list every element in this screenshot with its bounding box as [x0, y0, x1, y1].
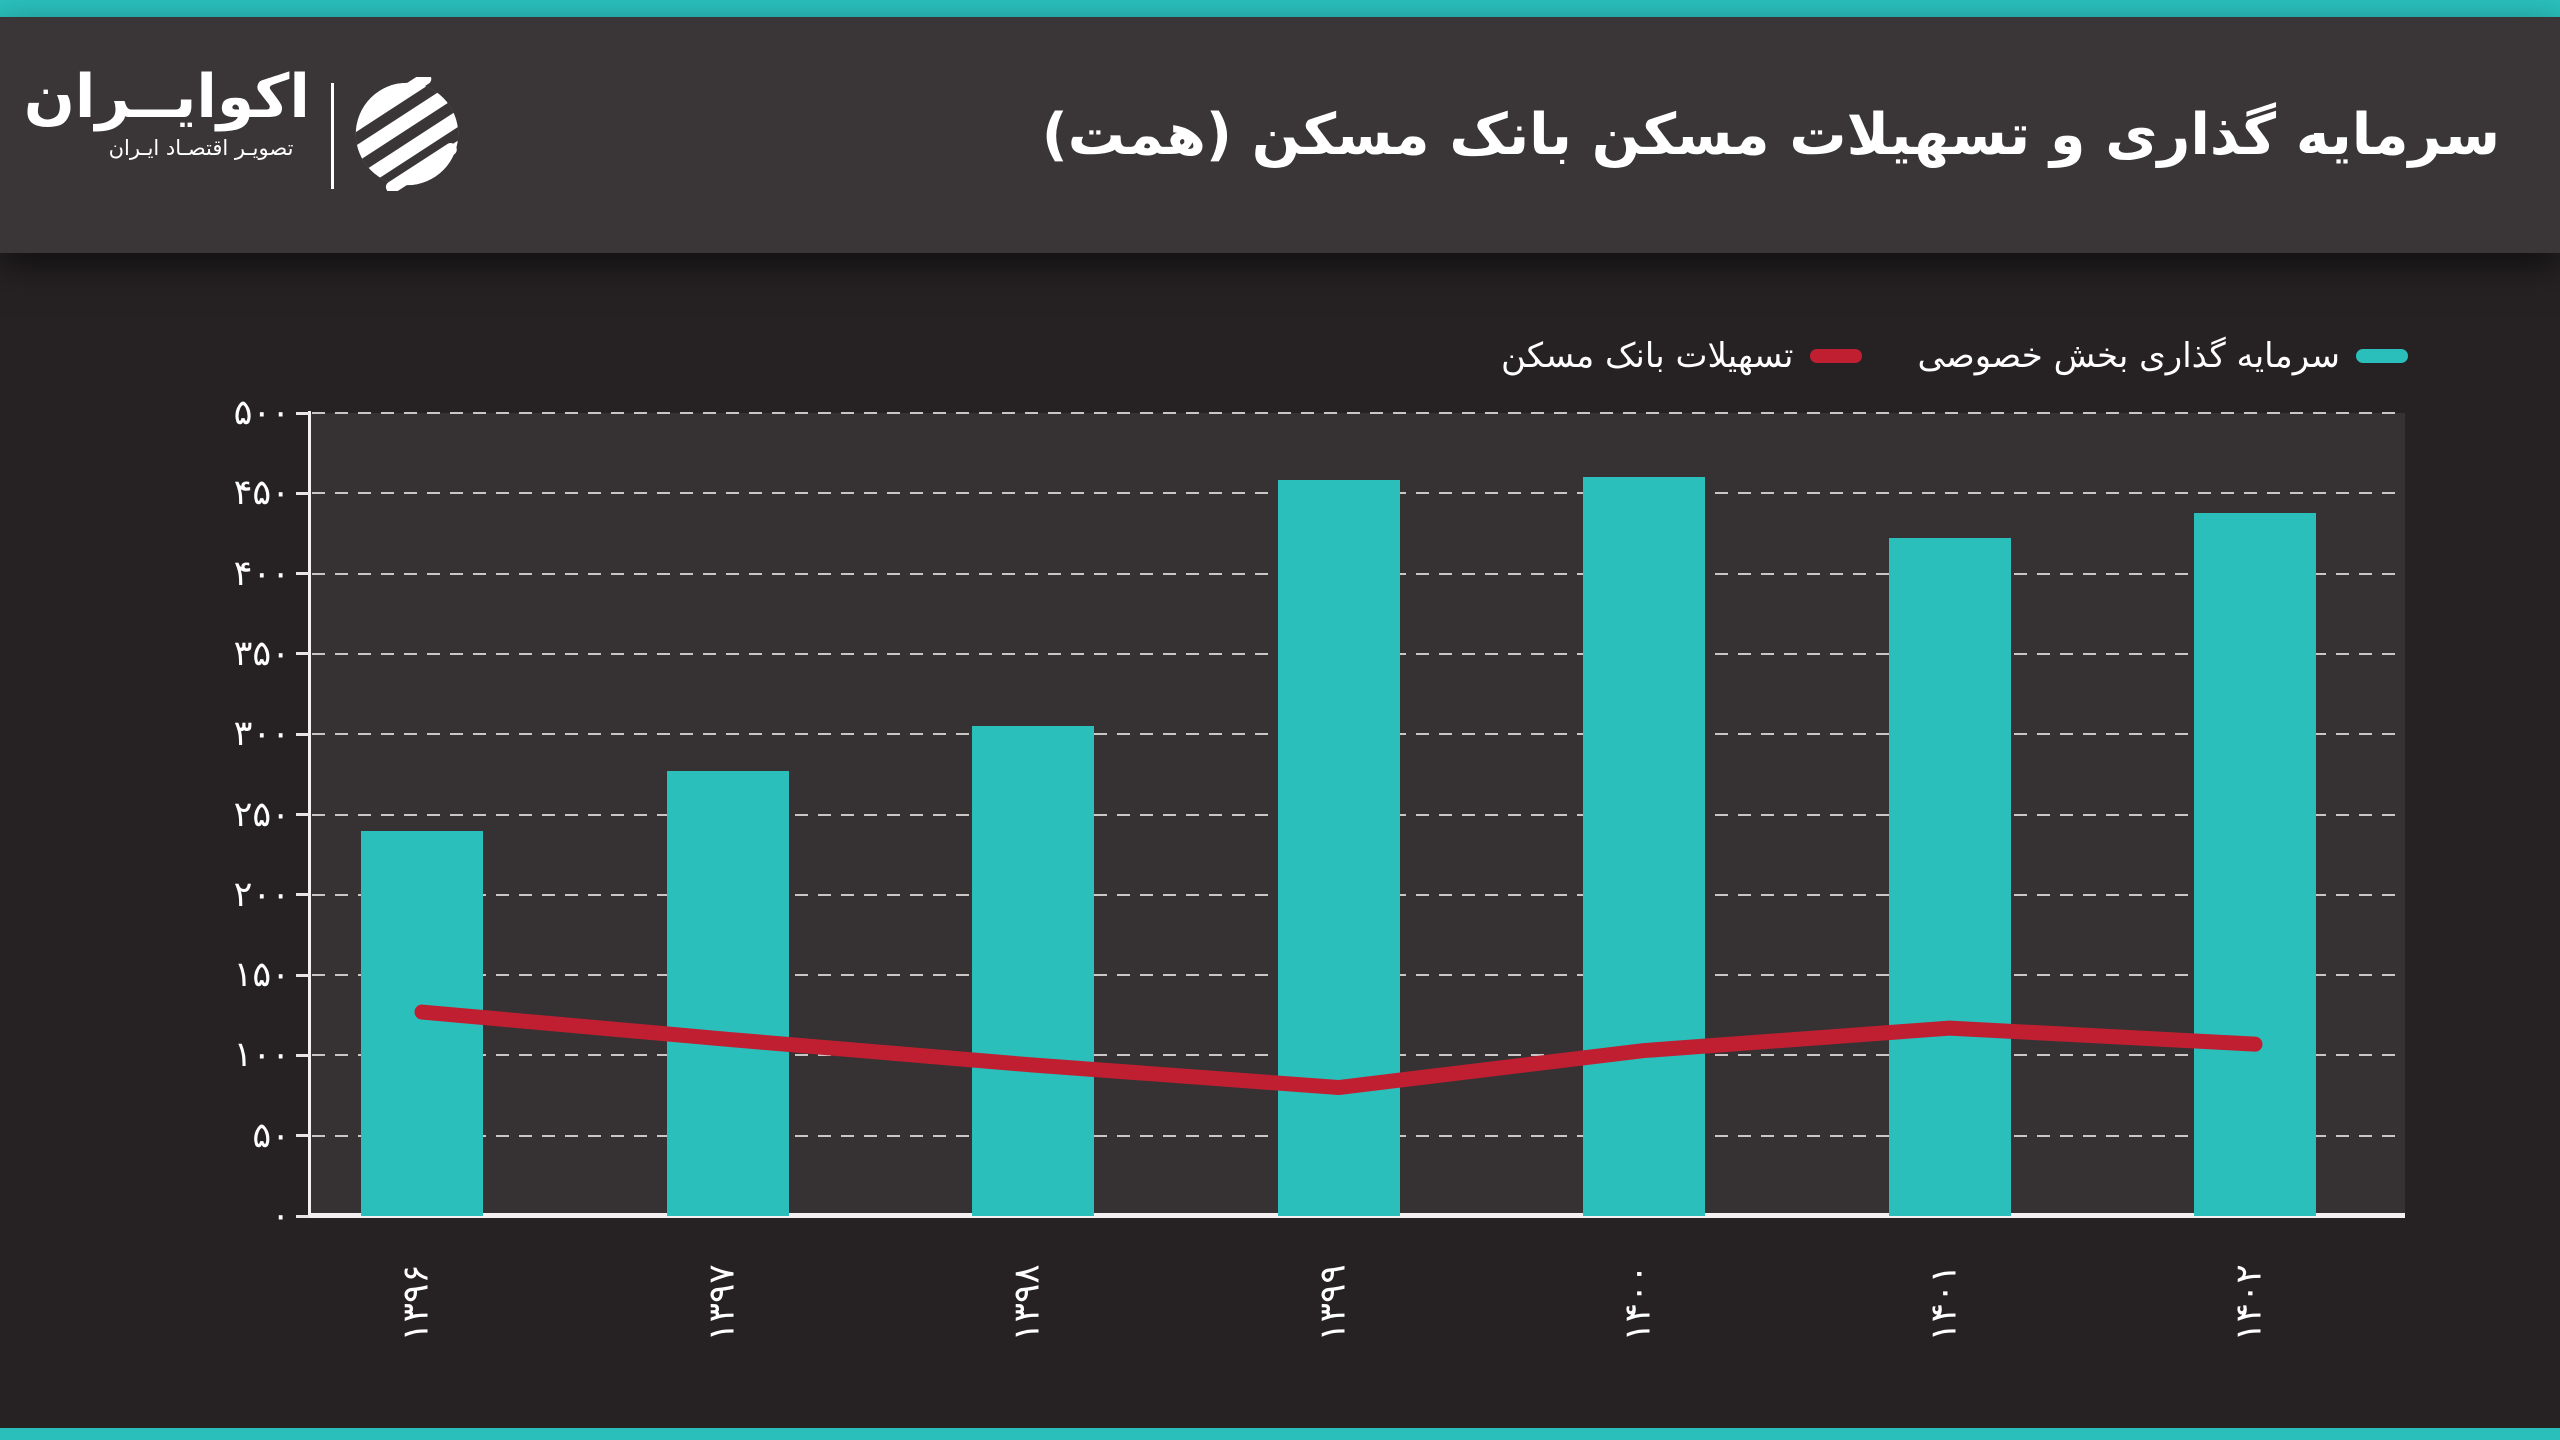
y-axis-label: ۳۵۰ [233, 633, 290, 674]
logo-name: اکوایــران [23, 62, 310, 132]
y-axis-label: ۱۰۰ [233, 1035, 290, 1076]
bar-۱۴۰۱ [1888, 538, 2011, 1216]
bar-۱۴۰۰ [1583, 477, 1705, 1216]
y-axis [308, 411, 311, 1217]
y-axis-tick [296, 973, 309, 977]
y-axis-tick [296, 652, 309, 656]
y-axis-label: ۵۰۰ [233, 393, 290, 433]
legend-item: سرمایه گذاری بخش خصوصی [1918, 336, 2408, 376]
y-axis-label: ۴۵۰ [233, 473, 290, 514]
bottom-accent-strip [0, 1428, 2560, 1440]
logo-tagline: تصویـر اقتصـاد ایـران [108, 136, 294, 160]
y-axis-label: ۰ [271, 1196, 290, 1236]
x-axis-label: ۱۴۰۱ [1923, 1264, 1964, 1342]
header: اکوایــران تصویـر اقتصـاد ایـران سرمایه … [0, 17, 2560, 253]
x-axis-label: ۱۳۹۹ [1312, 1264, 1353, 1342]
bar-۱۳۹۹ [1277, 480, 1400, 1216]
legend: سرمایه گذاری بخش خصوصی تسهیلات بانک مسکن [1501, 330, 2408, 382]
x-axis-label: ۱۳۹۶ [395, 1264, 437, 1342]
legend-item: تسهیلات بانک مسکن [1501, 336, 1862, 376]
legend-label: تسهیلات بانک مسکن [1500, 336, 1794, 376]
bar-۱۳۹۷ [666, 771, 789, 1216]
bar-۱۳۹۸ [972, 726, 1094, 1216]
y-axis-label: ۲۰۰ [233, 874, 290, 915]
y-axis-tick [296, 572, 309, 576]
y-axis-tick [296, 491, 309, 495]
bar-۱۳۹۶ [361, 830, 483, 1216]
y-axis-tick [296, 1214, 309, 1218]
ecoiran-logo-icon [355, 77, 459, 191]
y-axis-label: ۲۵۰ [233, 794, 290, 835]
x-axis-label: ۱۳۹۸ [1006, 1264, 1048, 1342]
y-axis-label: ۳۰۰ [233, 714, 290, 755]
y-axis-tick [296, 732, 309, 736]
legend-swatch-icon [2356, 349, 2408, 363]
y-axis-label: ۵۰ [252, 1115, 290, 1156]
y-axis-label: ۴۰۰ [233, 553, 290, 594]
x-axis-label: ۱۴۰۰ [1617, 1264, 1659, 1342]
y-axis-label: ۱۵۰ [233, 955, 290, 996]
x-axis-label: ۱۳۹۷ [701, 1264, 742, 1342]
top-accent-strip [0, 0, 2560, 17]
y-axis-tick [296, 893, 309, 897]
y-axis-tick [296, 813, 309, 816]
y-axis-tick [296, 1134, 309, 1138]
legend-label: سرمایه گذاری بخش خصوصی [1917, 336, 2340, 376]
logo-separator [331, 83, 334, 189]
gridline [312, 412, 2405, 414]
ecoiran-logo-text: اکوایــران تصویـر اقتصـاد ایـران [23, 62, 310, 161]
chart-title: سرمایه گذاری و تسهیلات مسکن بانک مسکن (ه… [1041, 102, 2500, 168]
legend-swatch-icon [1809, 349, 1862, 363]
bar-۱۴۰۲ [2194, 512, 2316, 1216]
y-axis-tick [296, 411, 309, 415]
y-axis-tick [296, 1053, 309, 1057]
x-axis-label: ۱۴۰۲ [2228, 1264, 2270, 1342]
